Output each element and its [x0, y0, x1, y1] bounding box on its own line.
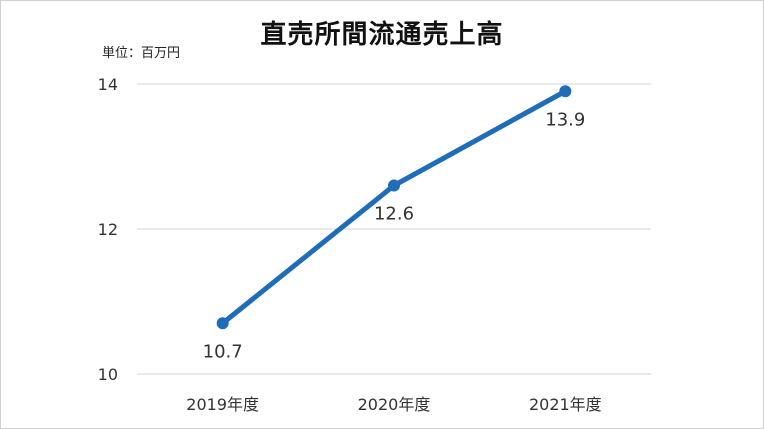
data-labels: 10.7 12.6 13.9	[203, 109, 586, 362]
data-label: 13.9	[545, 109, 585, 130]
y-tick-label: 14	[98, 75, 118, 94]
data-point	[388, 179, 400, 192]
y-tick-label: 10	[98, 365, 118, 384]
x-tick-label: 2020年度	[358, 395, 431, 414]
data-point	[216, 317, 229, 330]
series-layer	[216, 85, 572, 330]
data-point	[559, 85, 572, 98]
x-axis-ticks: 2019年度 2020年度 2021年度	[186, 395, 601, 414]
data-label: 10.7	[203, 341, 243, 362]
y-tick-label: 12	[98, 220, 118, 239]
x-tick-label: 2019年度	[186, 395, 259, 414]
unit-label: 単位：百万円	[102, 46, 181, 61]
gridlines	[137, 83, 651, 375]
data-label: 12.6	[374, 204, 414, 225]
chart-title: 直売所間流通売上高	[260, 20, 504, 50]
x-tick-label: 2021年度	[529, 395, 602, 414]
y-axis-ticks: 10 12 14	[98, 75, 118, 384]
